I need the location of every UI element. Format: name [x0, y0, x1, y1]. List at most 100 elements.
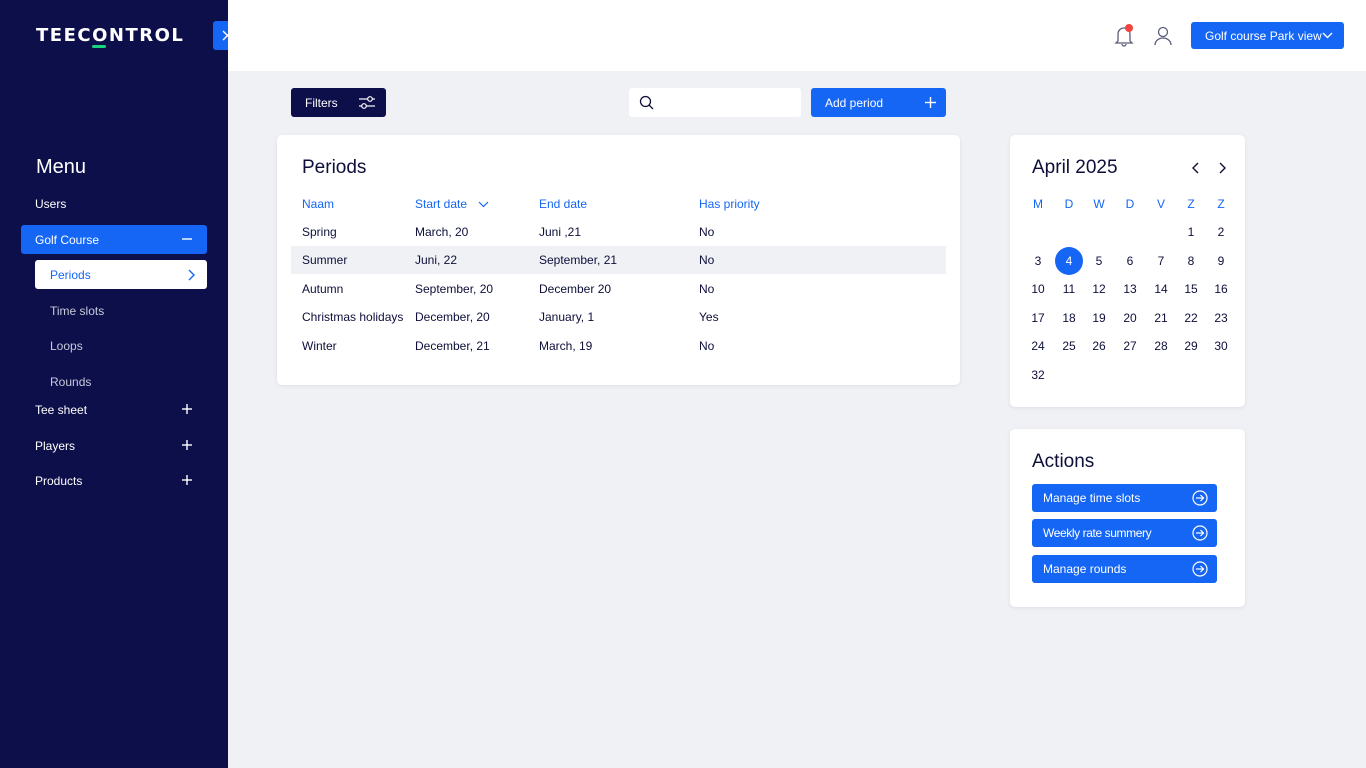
plus-icon [925, 97, 936, 108]
calendar-day[interactable]: 18 [1062, 310, 1076, 325]
weekly-rate-summery-button[interactable]: Weekly rate summery [1032, 519, 1217, 547]
calendar-day[interactable]: 29 [1184, 339, 1198, 354]
column-header-label: Start date [415, 197, 468, 211]
manage-time-slots-button[interactable]: Manage time slots [1032, 484, 1217, 512]
sidebar-subitem-loops[interactable]: Loops [35, 331, 207, 360]
filters-button[interactable]: Filters [291, 88, 386, 117]
top-bar [228, 0, 1366, 71]
sidebar-subitem-rounds[interactable]: Rounds [35, 367, 207, 396]
sidebar-item-label: Players [35, 438, 76, 453]
plus-icon[interactable] [181, 439, 193, 451]
logo: TEECONTROL [36, 25, 185, 46]
plus-icon[interactable] [181, 403, 193, 415]
calendar-day[interactable]: 2 [1217, 225, 1225, 239]
calendar-day[interactable]: 28 [1154, 339, 1168, 354]
sidebar-item-users[interactable]: Users [21, 189, 207, 218]
calendar-day[interactable]: 16 [1214, 282, 1228, 297]
periods-title: Periods [302, 157, 367, 178]
table-row[interactable]: Spring March, 20 Juni ,21 No [291, 218, 946, 246]
sidebar-subitem-time-slots[interactable]: Time slots [35, 296, 207, 325]
calendar-day[interactable]: 25 [1062, 339, 1076, 354]
search-input[interactable] [663, 93, 793, 112]
manage-rounds-button[interactable]: Manage rounds [1032, 555, 1217, 583]
action-label: Manage rounds [1043, 562, 1127, 576]
cell-start: September, 20 [415, 282, 494, 296]
calendar-day[interactable]: 14 [1154, 282, 1168, 297]
arrow-circle-right-icon [1192, 490, 1208, 506]
column-header-has-priority[interactable]: Has priority [699, 197, 760, 211]
calendar-day[interactable]: 20 [1123, 310, 1137, 325]
sidebar-item-label: Products [35, 473, 83, 488]
actions-title: Actions [1032, 451, 1095, 472]
cell-priority: Yes [699, 310, 719, 324]
calendar-day[interactable]: 8 [1187, 253, 1195, 268]
actions-card: Actions Manage time slots Weekly rate su… [1010, 429, 1245, 607]
course-select[interactable]: Golf course Park view [1191, 22, 1344, 49]
sidebar-item-label: Periods [50, 267, 91, 282]
cell-start: December, 20 [415, 310, 490, 324]
calendar-day[interactable]: 21 [1154, 310, 1168, 325]
weekday-label: Z [1187, 197, 1195, 211]
cell-priority: No [699, 282, 715, 296]
calendar-day[interactable]: 3 [1034, 253, 1042, 268]
table-row[interactable]: Christmas holidays December, 20 January,… [291, 303, 946, 331]
user-icon[interactable] [1153, 25, 1173, 47]
sidebar-item-products[interactable]: Products [21, 466, 207, 495]
cell-priority: No [699, 225, 715, 239]
action-label: Weekly rate summery [1043, 526, 1152, 540]
cell-end: March, 19 [539, 339, 593, 353]
calendar-day[interactable]: 13 [1123, 282, 1137, 297]
cell-start: December, 21 [415, 339, 490, 353]
cell-start: March, 20 [415, 225, 469, 239]
calendar-day-selected[interactable]: 4 [1055, 246, 1083, 275]
chevron-right-icon [188, 269, 195, 281]
calendar-day[interactable]: 24 [1031, 339, 1045, 354]
calendar-day[interactable]: 27 [1123, 339, 1137, 354]
calendar-day[interactable]: 11 [1062, 282, 1076, 297]
calendar-day[interactable]: 30 [1214, 339, 1228, 354]
calendar-day[interactable]: 26 [1092, 339, 1106, 354]
calendar-day[interactable]: 22 [1184, 310, 1198, 325]
cell-end: January, 1 [539, 310, 595, 324]
chevron-right-icon[interactable] [1215, 161, 1229, 175]
calendar-day[interactable]: 7 [1157, 253, 1165, 268]
course-select-label: Golf course Park view [1205, 28, 1322, 43]
calendar-day[interactable]: 6 [1126, 253, 1134, 268]
sidebar-subitem-periods[interactable]: Periods [35, 260, 207, 289]
calendar-day[interactable]: 9 [1217, 253, 1225, 268]
arrow-circle-right-icon [1192, 525, 1208, 541]
calendar-day[interactable]: 15 [1184, 282, 1198, 297]
sidebar-item-tee-sheet[interactable]: Tee sheet [21, 395, 207, 424]
sidebar-item-golf-course[interactable]: Golf Course [21, 225, 207, 254]
calendar-day[interactable]: 17 [1031, 310, 1045, 325]
sidebar-item-players[interactable]: Players [21, 431, 207, 460]
calendar-day[interactable]: 10 [1031, 282, 1045, 297]
table-row[interactable]: Autumn September, 20 December 20 No [291, 275, 946, 303]
minus-icon[interactable] [181, 233, 193, 245]
add-period-button[interactable]: Add period [811, 88, 946, 117]
calendar-day[interactable]: 23 [1214, 310, 1228, 325]
table-row[interactable]: Summer Juni, 22 September, 21 No [291, 246, 946, 274]
table-row[interactable]: Winter December, 21 March, 19 No [291, 332, 946, 360]
sidebar: TEECONTROL Menu Users Golf Course Period… [0, 0, 228, 768]
calendar-day[interactable]: 5 [1095, 253, 1103, 268]
calendar-day[interactable]: 32 [1031, 368, 1045, 382]
cell-priority: No [699, 253, 715, 267]
column-header-start-date[interactable]: Start date [415, 197, 489, 211]
column-header-end-date[interactable]: End date [539, 197, 588, 211]
sidebar-item-label: Loops [50, 338, 83, 353]
cell-start: Juni, 22 [415, 253, 458, 267]
sliders-icon [359, 96, 375, 109]
search-icon [639, 95, 654, 110]
sidebar-item-label: Users [35, 196, 67, 211]
chevron-left-icon[interactable] [1189, 161, 1203, 175]
weekday-label: D [1064, 197, 1074, 211]
column-header-naam[interactable]: Naam [302, 197, 335, 211]
calendar-day[interactable]: 12 [1092, 282, 1106, 297]
notification-dot [1125, 24, 1133, 32]
calendar-day[interactable]: 19 [1092, 310, 1106, 325]
plus-icon[interactable] [181, 474, 193, 486]
weekday-label: W [1093, 197, 1105, 211]
calendar-day[interactable]: 1 [1187, 225, 1195, 239]
sidebar-item-label: Time slots [50, 303, 105, 318]
